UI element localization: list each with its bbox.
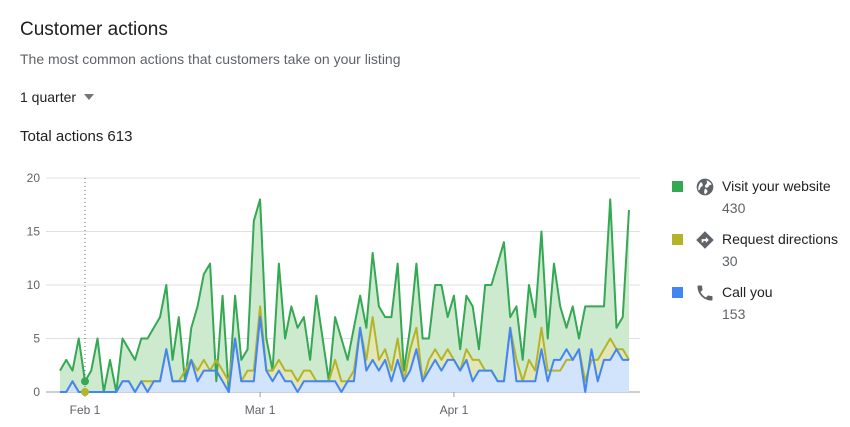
legend-count-website: 430 — [722, 200, 746, 216]
series-line — [59, 198, 630, 393]
phone-icon — [697, 285, 713, 301]
globe-icon — [696, 178, 714, 196]
period-dropdown-label: 1 quarter — [20, 89, 77, 105]
series-area — [60, 199, 629, 392]
legend-label-website: Visit your website — [722, 178, 831, 194]
page-subtitle: The most common actions that customers t… — [20, 51, 401, 67]
total-actions: Total actions 613 — [20, 128, 132, 145]
y-tick-label: 20 — [27, 171, 41, 185]
y-tick-label: 15 — [27, 225, 41, 239]
y-tick-label: 5 — [33, 332, 40, 346]
y-tick-label: 10 — [27, 278, 41, 292]
hover-point — [81, 388, 90, 396]
legend-label-directions: Request directions — [722, 231, 838, 247]
series-line — [60, 316, 629, 393]
x-tick-label: Feb 1 — [70, 403, 101, 417]
y-tick-label: 0 — [33, 385, 40, 399]
total-actions-label: Total actions — [20, 128, 104, 145]
page-title: Customer actions — [20, 19, 168, 40]
x-tick-label: Mar 1 — [245, 403, 276, 417]
legend-count-directions: 30 — [722, 253, 738, 269]
legend-swatch-directions — [672, 234, 683, 245]
total-actions-value: 613 — [107, 128, 133, 145]
legend-count-call: 153 — [722, 306, 746, 322]
legend-swatch-website — [672, 181, 683, 192]
hover-point — [81, 377, 90, 386]
x-tick-label: Apr 1 — [440, 403, 469, 417]
dropdown-caret-icon — [84, 94, 95, 100]
legend-swatch-call — [672, 287, 683, 298]
period-dropdown[interactable]: 1 quarter — [20, 89, 95, 105]
directions-icon — [696, 231, 714, 249]
legend-label-call: Call you — [722, 284, 773, 300]
